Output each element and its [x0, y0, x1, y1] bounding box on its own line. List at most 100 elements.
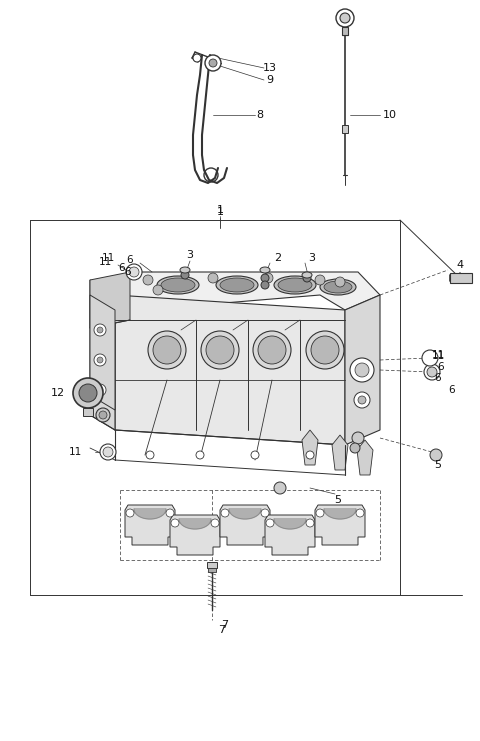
Ellipse shape: [157, 276, 199, 294]
Circle shape: [208, 273, 218, 283]
Circle shape: [99, 411, 107, 419]
Bar: [342, 27, 348, 35]
Polygon shape: [345, 295, 380, 445]
Circle shape: [79, 384, 97, 402]
Circle shape: [73, 378, 103, 408]
Circle shape: [221, 509, 229, 517]
Circle shape: [261, 509, 269, 517]
Circle shape: [306, 451, 314, 459]
Polygon shape: [229, 509, 261, 519]
Circle shape: [193, 54, 201, 62]
Polygon shape: [315, 505, 365, 545]
Circle shape: [355, 363, 369, 377]
Text: 13: 13: [263, 63, 277, 73]
Circle shape: [171, 519, 179, 527]
Circle shape: [94, 324, 106, 336]
Circle shape: [306, 519, 314, 527]
Ellipse shape: [161, 278, 195, 292]
Circle shape: [261, 281, 269, 289]
Circle shape: [97, 387, 103, 393]
Circle shape: [335, 277, 345, 287]
Circle shape: [336, 9, 354, 27]
Text: 5: 5: [434, 460, 442, 470]
Ellipse shape: [206, 336, 234, 364]
Polygon shape: [265, 515, 315, 555]
Text: 10: 10: [383, 110, 397, 120]
Circle shape: [181, 271, 189, 279]
Circle shape: [205, 55, 221, 71]
Text: 9: 9: [266, 75, 274, 85]
Polygon shape: [90, 295, 115, 410]
Polygon shape: [90, 280, 115, 430]
Circle shape: [427, 367, 437, 377]
Circle shape: [129, 267, 139, 277]
Circle shape: [266, 519, 274, 527]
Circle shape: [352, 432, 364, 444]
Text: 1: 1: [216, 205, 224, 215]
Text: 12: 12: [51, 388, 65, 398]
Polygon shape: [302, 430, 318, 465]
Polygon shape: [357, 440, 373, 475]
Circle shape: [146, 451, 154, 459]
Polygon shape: [220, 505, 270, 545]
Circle shape: [153, 285, 163, 295]
Text: 3: 3: [309, 253, 315, 263]
Text: 6: 6: [127, 255, 133, 265]
Ellipse shape: [278, 278, 312, 292]
Text: 11: 11: [432, 350, 444, 360]
Circle shape: [303, 274, 311, 282]
Ellipse shape: [216, 276, 258, 294]
Circle shape: [94, 354, 106, 366]
Circle shape: [209, 59, 217, 67]
Text: 6: 6: [435, 373, 441, 383]
Text: 2: 2: [275, 253, 282, 263]
Text: 11: 11: [101, 253, 115, 263]
Circle shape: [422, 350, 438, 366]
Polygon shape: [115, 272, 380, 310]
Circle shape: [358, 396, 366, 404]
Polygon shape: [179, 519, 211, 529]
Circle shape: [424, 364, 440, 380]
Polygon shape: [324, 509, 356, 519]
Circle shape: [143, 275, 153, 285]
Bar: [450, 273, 472, 283]
Text: 7: 7: [218, 625, 226, 635]
Polygon shape: [90, 272, 130, 328]
Text: 11: 11: [68, 447, 82, 457]
Circle shape: [350, 358, 374, 382]
Ellipse shape: [306, 331, 344, 369]
Circle shape: [350, 443, 360, 453]
Text: 6: 6: [438, 362, 444, 372]
Text: 11: 11: [98, 257, 112, 267]
Polygon shape: [115, 295, 345, 445]
Circle shape: [340, 13, 350, 23]
Ellipse shape: [220, 278, 254, 292]
Bar: [83, 408, 93, 416]
Ellipse shape: [258, 336, 286, 364]
Text: 6: 6: [119, 263, 125, 273]
Ellipse shape: [201, 331, 239, 369]
Circle shape: [274, 482, 286, 494]
Text: 6: 6: [125, 267, 132, 277]
Text: 7: 7: [221, 620, 228, 630]
Text: 11: 11: [432, 351, 444, 361]
Circle shape: [126, 264, 142, 280]
Ellipse shape: [320, 279, 356, 295]
Polygon shape: [134, 509, 166, 519]
Polygon shape: [332, 435, 348, 470]
Text: 1: 1: [216, 207, 224, 217]
Text: 8: 8: [256, 110, 264, 120]
Ellipse shape: [302, 272, 312, 278]
Ellipse shape: [274, 276, 316, 294]
Circle shape: [97, 357, 103, 363]
Text: 6: 6: [449, 385, 456, 395]
Text: 5: 5: [335, 495, 341, 505]
Circle shape: [100, 444, 116, 460]
Text: 3: 3: [187, 250, 193, 260]
Ellipse shape: [153, 336, 181, 364]
Ellipse shape: [180, 267, 190, 273]
Circle shape: [430, 449, 442, 461]
Circle shape: [126, 509, 134, 517]
Circle shape: [211, 519, 219, 527]
Circle shape: [356, 509, 364, 517]
